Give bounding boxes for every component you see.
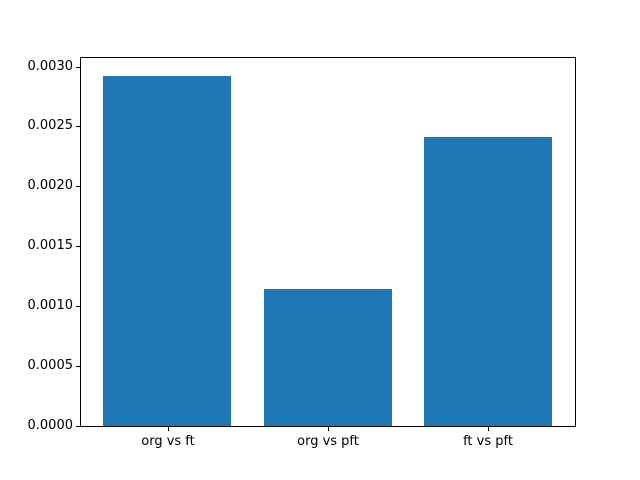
x-tick-label-org-vs-ft: org vs ft [141, 434, 195, 449]
bar-ft-vs-pft [424, 137, 552, 426]
y-tick-label: 0.0020 [27, 178, 74, 193]
x-tick-mark [168, 427, 169, 431]
y-tick-label: 0.0005 [27, 358, 74, 373]
y-tick-mark [76, 186, 80, 187]
y-tick-mark [76, 366, 80, 367]
x-tick-mark [328, 427, 329, 431]
bar-org-vs-pft [264, 289, 392, 426]
y-tick-label: 0.0010 [27, 298, 74, 313]
y-tick-mark [76, 126, 80, 127]
y-tick-label: 0.0030 [27, 59, 74, 74]
y-tick-mark [76, 426, 80, 427]
x-tick-mark [488, 427, 489, 431]
y-tick-mark [76, 67, 80, 68]
x-tick-label-ft-vs-pft: ft vs pft [463, 434, 513, 449]
bar-org-vs-ft [103, 76, 231, 426]
plot-area [80, 57, 576, 427]
y-tick-mark [76, 306, 80, 307]
y-tick-mark [76, 246, 80, 247]
y-tick-label: 0.0025 [27, 118, 74, 133]
y-tick-label: 0.0015 [27, 238, 74, 253]
x-tick-label-org-vs-pft: org vs pft [297, 434, 359, 449]
y-tick-label: 0.0000 [27, 418, 74, 433]
